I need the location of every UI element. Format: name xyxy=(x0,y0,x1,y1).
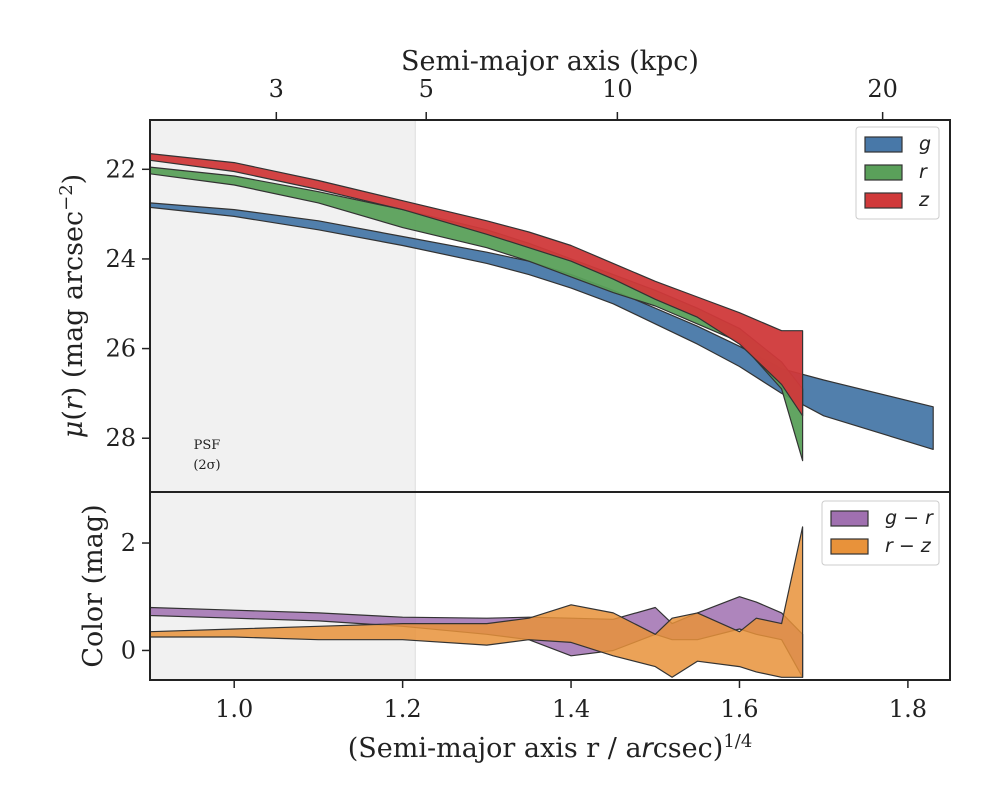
legend-swatch-z xyxy=(864,192,903,209)
top-tick-label: 20 xyxy=(867,75,898,103)
legend-swatch-g xyxy=(864,136,903,153)
legend-swatch-r xyxy=(864,164,903,181)
ticks-layer: 1.0 1.2 1.4 1.6 1.8 3 5 10 20 22 24 26 28 0 2 xyxy=(105,75,927,723)
x-tick-label: 1.8 xyxy=(889,695,927,723)
ylabel-part: ) (mag arcsec xyxy=(58,211,89,397)
y-tick-label: 24 xyxy=(105,245,136,273)
bottom-axis-title: (Semi-major axis r / arcsec)1/4 xyxy=(348,731,753,765)
y-tick-label: 0 xyxy=(121,636,136,664)
x-tick-label: 1.0 xyxy=(215,695,253,723)
legend-swatch-gr xyxy=(830,510,869,527)
band-z xyxy=(150,153,804,417)
y-tick-label: 22 xyxy=(105,155,136,183)
psf-label-line1: PSF xyxy=(194,438,221,453)
lower-panel-ylabel: Color (mag) xyxy=(78,504,109,667)
top-axis-title: Semi-major axis (kpc) xyxy=(401,46,699,77)
ylabel-part: ) xyxy=(58,174,89,185)
legend-swatch-rz xyxy=(830,538,869,555)
legend-label-g: g xyxy=(919,133,931,155)
legend-label-z: z xyxy=(918,189,930,211)
panel-bands-color xyxy=(150,526,804,678)
legend-surface-brightness: grz xyxy=(855,126,940,220)
top-tick-label: 5 xyxy=(419,75,434,103)
panel-frame-color xyxy=(149,491,951,681)
x-tick-label: 1.6 xyxy=(720,695,758,723)
upper-panel-ylabel: μ(r) (mag arcsec−2) xyxy=(56,174,90,438)
frame-layer xyxy=(149,119,951,681)
panel-bands-surface-brightness xyxy=(150,153,934,462)
top-tick-label: 3 xyxy=(269,75,284,103)
top-tick-label: 10 xyxy=(602,75,633,103)
xlabel-variable: r xyxy=(642,733,655,764)
ylabel-part: ( xyxy=(58,410,89,421)
y-tick-label: 26 xyxy=(105,335,136,363)
ylabel-exponent: −2 xyxy=(56,184,77,211)
ylabel-symbol: μ xyxy=(58,421,89,439)
legend-label-rz: r − z xyxy=(885,535,932,557)
band-g xyxy=(150,202,934,450)
band-rz xyxy=(150,526,804,678)
legend-layer: grz g − r r − z xyxy=(821,126,940,566)
y-tick-label: 2 xyxy=(121,529,136,557)
ylabel-variable: r xyxy=(58,395,89,410)
xlabel-exponent: 1/4 xyxy=(723,731,752,752)
x-tick-label: 1.2 xyxy=(384,695,422,723)
legend-label-r: r xyxy=(919,161,928,183)
bands-layer xyxy=(150,153,934,678)
xlabel-part: (Semi-major axis r / a xyxy=(348,733,642,764)
y-tick-label: 28 xyxy=(105,424,136,452)
legend-color: g − r r − z xyxy=(821,500,940,566)
x-tick-label: 1.4 xyxy=(552,695,590,723)
legend-label-gr: g − r xyxy=(885,507,934,529)
psf-label-line2: (2σ) xyxy=(193,458,220,473)
xlabel-part: csec) xyxy=(653,733,724,764)
